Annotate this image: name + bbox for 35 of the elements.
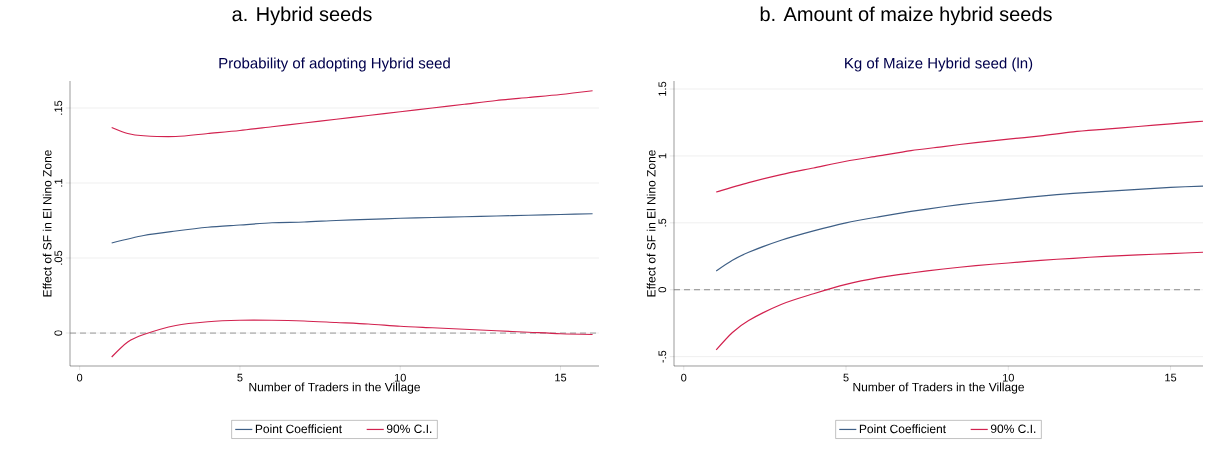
y-tick-label: 1 [658, 153, 667, 159]
y-axis-title: Effect of SF in El Nino Zone [646, 150, 656, 297]
x-tick-label: 15 [555, 373, 567, 382]
y-tick-label: .15 [54, 100, 63, 115]
legend-label: Point Coefficient [255, 424, 342, 434]
line-series [111, 213, 594, 244]
x-tick-label: 10 [1003, 373, 1014, 382]
y-axis-title: Effect of SF in El Nino Zone [42, 150, 52, 297]
x-tick-label: 15 [1165, 373, 1177, 382]
chart-subtitle: Probability of adopting Hybrid seed [219, 57, 450, 72]
chart-subtitle: Kg of Maize Hybrid seed (ln) [845, 57, 1033, 72]
y-tick-label: -.5 [658, 350, 667, 363]
line-series [111, 319, 594, 358]
x-axis-title: Number of Traders in the Village [249, 382, 420, 394]
x-tick-label: 0 [681, 373, 687, 382]
legend-label: 90% C.I. [386, 424, 432, 433]
y-tick-label: 0 [658, 287, 667, 293]
line-series [715, 251, 1204, 351]
legend-label: Point Coefficient [859, 424, 946, 434]
line-series [715, 185, 1204, 272]
y-tick-label: .1 [54, 178, 63, 187]
chart-title: b. Amount of maize hybrid seeds [760, 6, 1052, 26]
x-tick-label: 5 [843, 373, 849, 382]
legend-label: 90% C.I. [990, 424, 1036, 433]
x-tick-label: 10 [394, 373, 406, 382]
chart-title: a. Hybrid seeds [232, 6, 372, 26]
x-tick-label: 5 [237, 373, 243, 382]
x-tick-label: 0 [76, 373, 83, 382]
y-tick-label: .05 [54, 250, 63, 265]
line-series [715, 120, 1204, 193]
y-tick-label: 0 [54, 330, 63, 336]
line-series [111, 90, 594, 138]
x-axis-title: Number of Traders in the Village [853, 382, 1024, 394]
y-tick-label: .5 [658, 218, 667, 227]
y-tick-label: 1.5 [658, 81, 667, 96]
